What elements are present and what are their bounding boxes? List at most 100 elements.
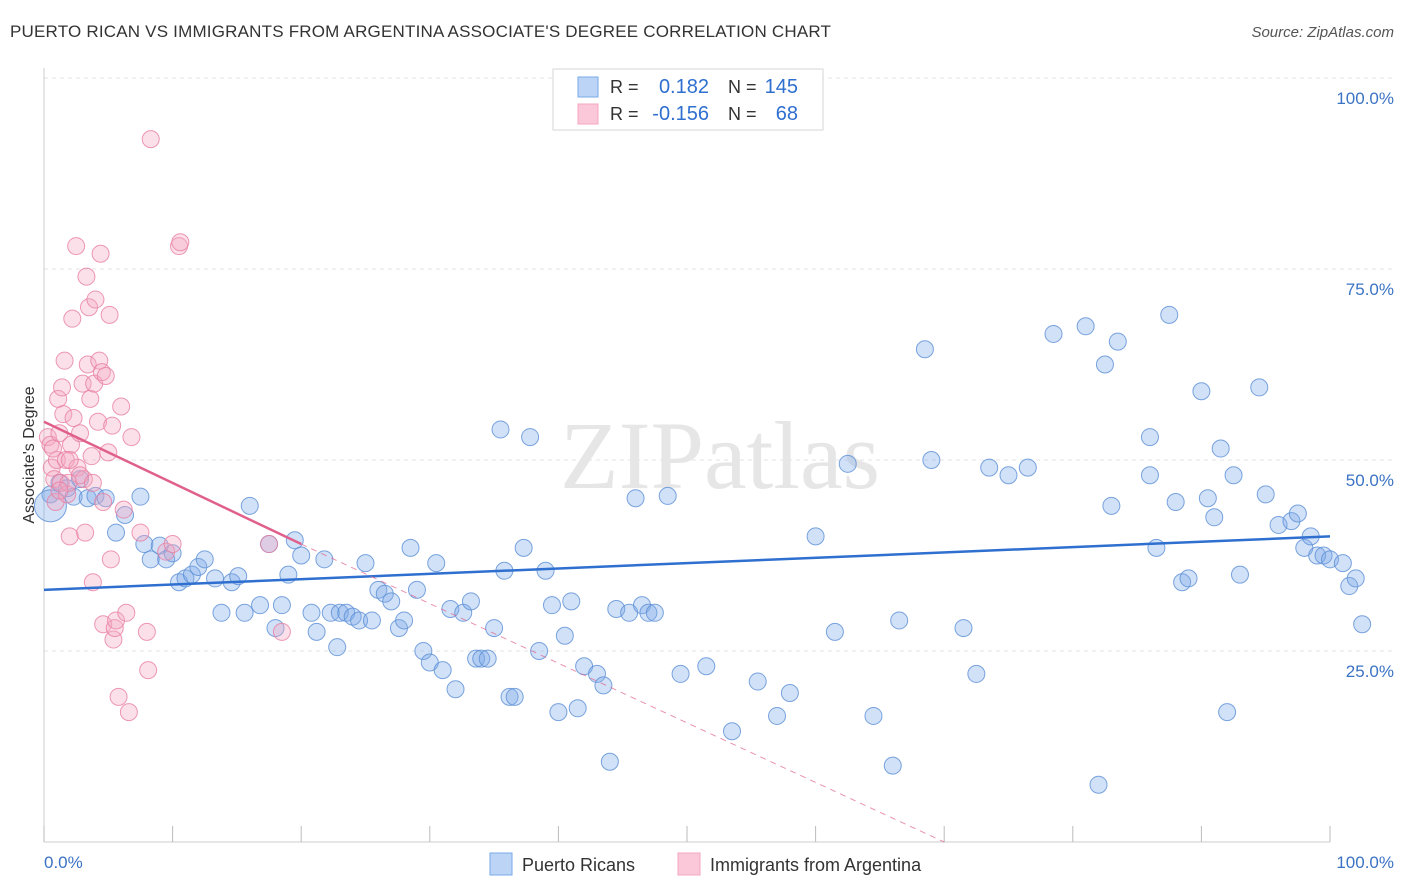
point-puerto-rican	[922, 451, 941, 469]
legend-box: R = 0.182 N = 145 R = -0.156 N = 68	[552, 68, 824, 131]
y-tick-label: 100.0%	[1336, 89, 1394, 108]
bottom-legend-swatch-puerto-ricans[interactable]	[489, 852, 513, 876]
point-puerto-rican	[135, 535, 154, 554]
point-argentina	[60, 527, 79, 546]
point-puerto-rican	[350, 611, 369, 630]
point-argentina	[86, 290, 105, 309]
point-puerto-rican	[1018, 458, 1037, 477]
point-puerto-rican	[697, 657, 716, 676]
point-argentina	[50, 481, 69, 500]
point-puerto-rican	[999, 466, 1018, 485]
point-puerto-rican	[568, 699, 587, 718]
point-puerto-rican	[478, 649, 497, 668]
point-puerto-rican	[806, 527, 825, 546]
point-puerto-rican	[1076, 317, 1095, 336]
point-puerto-rican	[915, 340, 934, 359]
point-puerto-rican	[1166, 493, 1185, 512]
point-argentina	[112, 397, 131, 416]
point-argentina	[64, 408, 83, 427]
point-puerto-rican	[131, 487, 150, 506]
point-puerto-rican	[472, 649, 491, 668]
point-puerto-rican	[780, 684, 799, 703]
point-argentina	[78, 355, 97, 374]
point-puerto-rican	[530, 642, 549, 660]
point-puerto-rican	[549, 703, 568, 722]
point-puerto-rican	[594, 676, 613, 695]
point-puerto-rican	[723, 722, 742, 741]
point-puerto-rican	[307, 622, 326, 641]
point-puerto-rican	[356, 554, 375, 573]
point-argentina	[272, 622, 291, 641]
point-puerto-rican	[1211, 439, 1230, 458]
point-puerto-rican	[825, 622, 844, 641]
point-puerto-rican	[315, 550, 334, 569]
point-argentina	[67, 237, 86, 256]
point-puerto-rican	[1192, 382, 1211, 401]
point-argentina	[44, 439, 63, 458]
point-argentina	[60, 451, 79, 469]
point-argentina	[90, 351, 109, 370]
point-puerto-rican	[212, 603, 231, 622]
legend-r-value-2: -0.156	[652, 103, 709, 125]
point-puerto-rican	[555, 626, 574, 645]
point-puerto-rican	[521, 428, 540, 447]
point-puerto-rican	[240, 496, 259, 515]
series-immigrants-from-argentina	[38, 130, 291, 722]
point-puerto-rican	[562, 592, 581, 611]
point-puerto-rican	[1282, 512, 1301, 531]
legend-r-value-1: 0.182	[659, 76, 709, 98]
point-puerto-rican	[292, 546, 311, 565]
point-argentina	[96, 366, 115, 385]
point-puerto-rican	[1089, 775, 1108, 794]
point-argentina	[54, 405, 73, 424]
point-puerto-rican	[600, 752, 619, 771]
point-argentina	[260, 535, 279, 554]
point-puerto-rican	[1256, 485, 1275, 504]
bottom-legend-label-argentina[interactable]: Immigrants from Argentina	[710, 855, 922, 875]
point-puerto-rican	[375, 584, 394, 603]
point-argentina	[117, 603, 136, 622]
point-argentina	[104, 630, 123, 649]
point-argentina	[53, 378, 72, 397]
point-puerto-rican	[1288, 504, 1307, 523]
y-tick-label: 75.0%	[1346, 280, 1394, 299]
point-puerto-rican	[485, 619, 504, 638]
point-puerto-rican	[954, 619, 973, 638]
point-puerto-rican	[302, 603, 321, 622]
point-puerto-rican-cluster	[33, 489, 67, 523]
point-argentina	[109, 687, 128, 706]
watermark: ZIPatlas	[560, 402, 880, 509]
point-puerto-rican	[980, 458, 999, 477]
point-puerto-rican	[1147, 538, 1166, 557]
legend-n-value-2: 68	[776, 103, 798, 125]
point-puerto-rican	[542, 596, 561, 615]
point-puerto-rican	[328, 638, 347, 657]
point-puerto-rican	[407, 580, 426, 599]
legend-r-label-2: R =	[610, 104, 639, 124]
point-puerto-rican	[107, 523, 126, 542]
bottom-legend-swatch-argentina[interactable]	[677, 852, 701, 876]
series-puerto-ricans	[33, 305, 1372, 794]
point-puerto-rican	[587, 664, 606, 683]
point-argentina	[83, 473, 102, 492]
point-puerto-rican	[401, 538, 420, 557]
point-puerto-rican	[141, 550, 160, 569]
point-argentina	[122, 428, 141, 447]
point-puerto-rican	[491, 420, 510, 439]
point-puerto-rican	[1218, 703, 1237, 722]
point-argentina	[77, 267, 96, 286]
point-argentina	[63, 309, 82, 328]
point-puerto-rican	[1160, 305, 1179, 324]
point-argentina	[105, 619, 124, 638]
legend-r-label-1: R =	[610, 77, 639, 97]
point-puerto-rican	[1250, 378, 1269, 397]
point-argentina	[82, 447, 101, 466]
bottom-legend-label-puerto-ricans[interactable]: Puerto Ricans	[522, 855, 635, 875]
point-puerto-rican	[1205, 508, 1224, 527]
point-puerto-rican	[645, 603, 664, 622]
point-argentina	[91, 244, 110, 263]
point-puerto-rican	[1230, 565, 1249, 584]
point-puerto-rican	[1140, 428, 1159, 447]
point-puerto-rican	[1102, 496, 1121, 515]
point-argentina	[76, 523, 95, 542]
